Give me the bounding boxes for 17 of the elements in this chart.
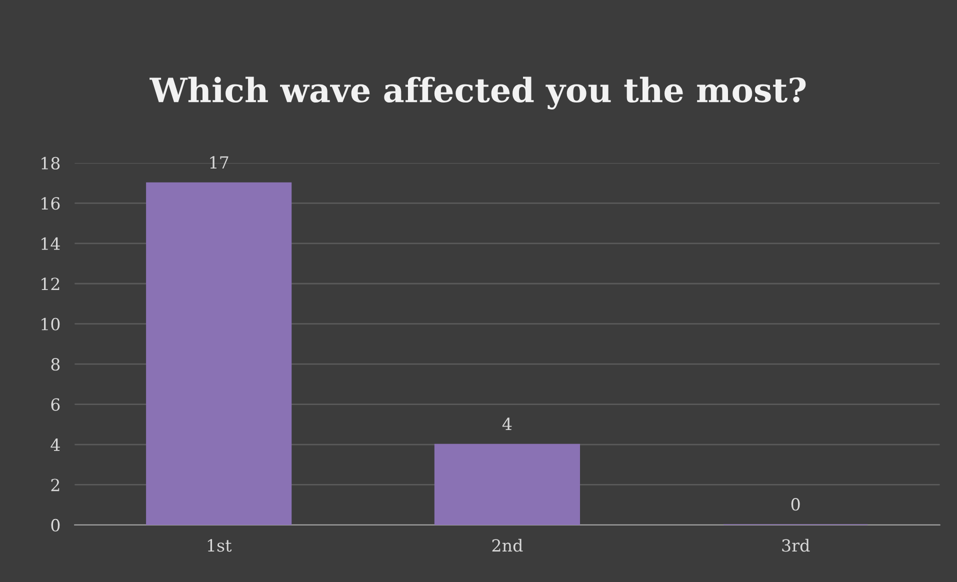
x-tick-label: 2nd	[492, 538, 523, 552]
y-tick-label: 12	[42, 278, 60, 290]
y-tick-label: 14	[42, 237, 60, 250]
y-tick-label: 16	[42, 197, 60, 210]
y-tick-label: 2	[51, 478, 60, 492]
data-label: 17	[210, 156, 228, 168]
y-tick-label: 4	[50, 438, 60, 451]
y-tick-label: 10	[42, 318, 60, 330]
data-label: 0	[791, 498, 800, 511]
y-tick-label: 0	[51, 518, 60, 532]
data-label: 4	[502, 418, 512, 430]
x-tick-label: 3rd	[782, 538, 810, 552]
y-tick-label: 8	[51, 358, 60, 371]
y-tick-label: 18	[42, 156, 60, 170]
y-tick-label: 6	[51, 398, 60, 411]
chart-title: Which wave affected you the most?	[150, 76, 806, 110]
x-tick-label: 1st	[208, 539, 232, 552]
